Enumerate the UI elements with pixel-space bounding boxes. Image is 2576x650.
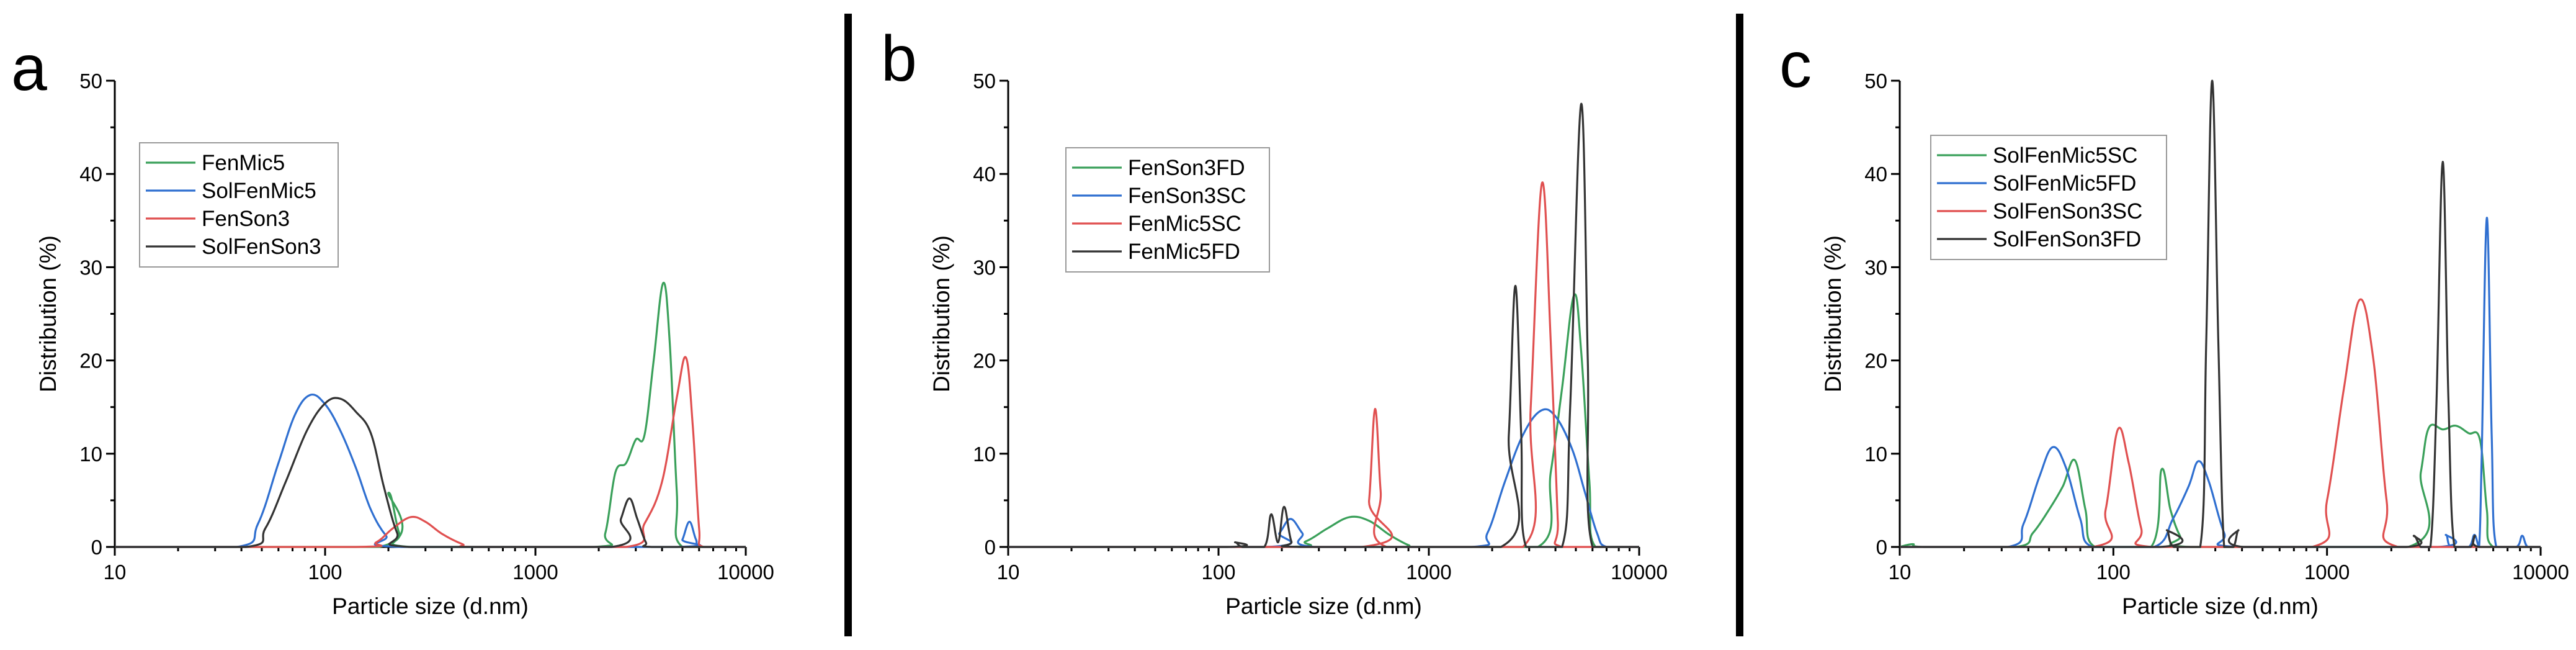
series-line-FenMic5SC: [1008, 181, 1639, 548]
x-tick-label: 1000: [1406, 561, 1451, 584]
legend: FenMic5 SolFenMic5 FenSon3 SolFenSon3: [139, 142, 339, 268]
legend-entry: FenSon3SC: [1128, 184, 1246, 208]
y-tick-label: 20: [1864, 350, 1887, 372]
x-tick-label: 1000: [2304, 561, 2350, 584]
x-tick-label: 10: [1889, 561, 1912, 584]
x-axis-title: Particle size (d.nm): [1225, 594, 1422, 619]
y-tick-label: 50: [1864, 70, 1887, 93]
series-line-FenMic5FD: [1008, 102, 1639, 548]
panel-letter: b: [881, 23, 917, 95]
y-tick-label: 20: [973, 350, 996, 372]
x-tick-label: 10: [104, 561, 127, 584]
legend-entry: SolFenMic5SC: [1993, 143, 2137, 168]
y-tick-label: 40: [1864, 163, 1887, 186]
panel-letter: c: [1779, 29, 1812, 101]
y-tick-label: 0: [1876, 536, 1887, 559]
x-tick-label: 100: [1201, 561, 1235, 584]
legend-entry: FenMic5: [202, 151, 285, 175]
y-tick-label: 30: [1864, 256, 1887, 279]
series-line-SolFenSon3: [115, 397, 746, 548]
y-axis-title: Distribution (%): [1820, 235, 1846, 392]
panel-divider-right: [1736, 14, 1743, 636]
y-tick-label: 0: [91, 536, 102, 559]
y-tick-label: 30: [79, 256, 102, 279]
x-tick-label: 100: [2096, 561, 2131, 584]
y-tick-label: 10: [1864, 443, 1887, 466]
legend-entry: SolFenMic5: [202, 179, 316, 203]
x-axis-title: Particle size (d.nm): [2122, 594, 2319, 619]
series-line-FenMic5: [115, 281, 746, 548]
series-line-FenSon3SC: [1008, 408, 1639, 548]
x-tick-label: 10000: [1611, 561, 1668, 584]
y-tick-label: 50: [973, 70, 996, 93]
y-axis-title: Distribution (%): [35, 235, 61, 392]
y-axis-title: Distribution (%): [929, 235, 954, 392]
legend-entry: FenSon3FD: [1128, 156, 1245, 180]
legend-entry: FenMic5FD: [1128, 240, 1240, 264]
y-tick-label: 10: [973, 443, 996, 466]
series-line-SolFenMic5: [115, 393, 746, 548]
series-line-SolFenMic5SC: [1899, 423, 2541, 548]
y-tick-label: 40: [79, 163, 102, 186]
x-tick-label: 10000: [2512, 561, 2569, 584]
legend-entry: SolFenSon3FD: [1993, 227, 2141, 251]
panel-divider-left: [844, 14, 852, 636]
legend: SolFenMic5SC SolFenMic5FD SolFenSon3SC SolF…: [1930, 135, 2167, 260]
legend-entry: SolFenSon3: [202, 235, 321, 259]
legend: FenSon3FD FenSon3SC FenMic5SC FenMic5FD: [1065, 147, 1270, 273]
series-line-FenSon3FD: [1008, 293, 1639, 548]
y-tick-label: 0: [985, 536, 996, 559]
legend-entry: SolFenSon3SC: [1993, 199, 2142, 223]
legend-entry: FenMic5SC: [1128, 212, 1241, 236]
x-tick-label: 10000: [717, 561, 774, 584]
y-tick-label: 20: [79, 350, 102, 372]
x-axis-title: Particle size (d.nm): [332, 594, 529, 619]
series-line-SolFenSon3FD: [1900, 79, 2541, 548]
panel-letter: a: [11, 32, 47, 104]
legend-entry: SolFenMic5FD: [1993, 171, 2136, 196]
x-tick-label: 100: [308, 561, 342, 584]
y-tick-label: 50: [79, 70, 102, 93]
y-tick-label: 40: [973, 163, 996, 186]
legend-entry: FenSon3: [202, 207, 290, 231]
y-tick-label: 10: [79, 443, 102, 466]
x-tick-label: 1000: [512, 561, 558, 584]
x-tick-label: 10: [997, 561, 1020, 584]
y-tick-label: 30: [973, 256, 996, 279]
